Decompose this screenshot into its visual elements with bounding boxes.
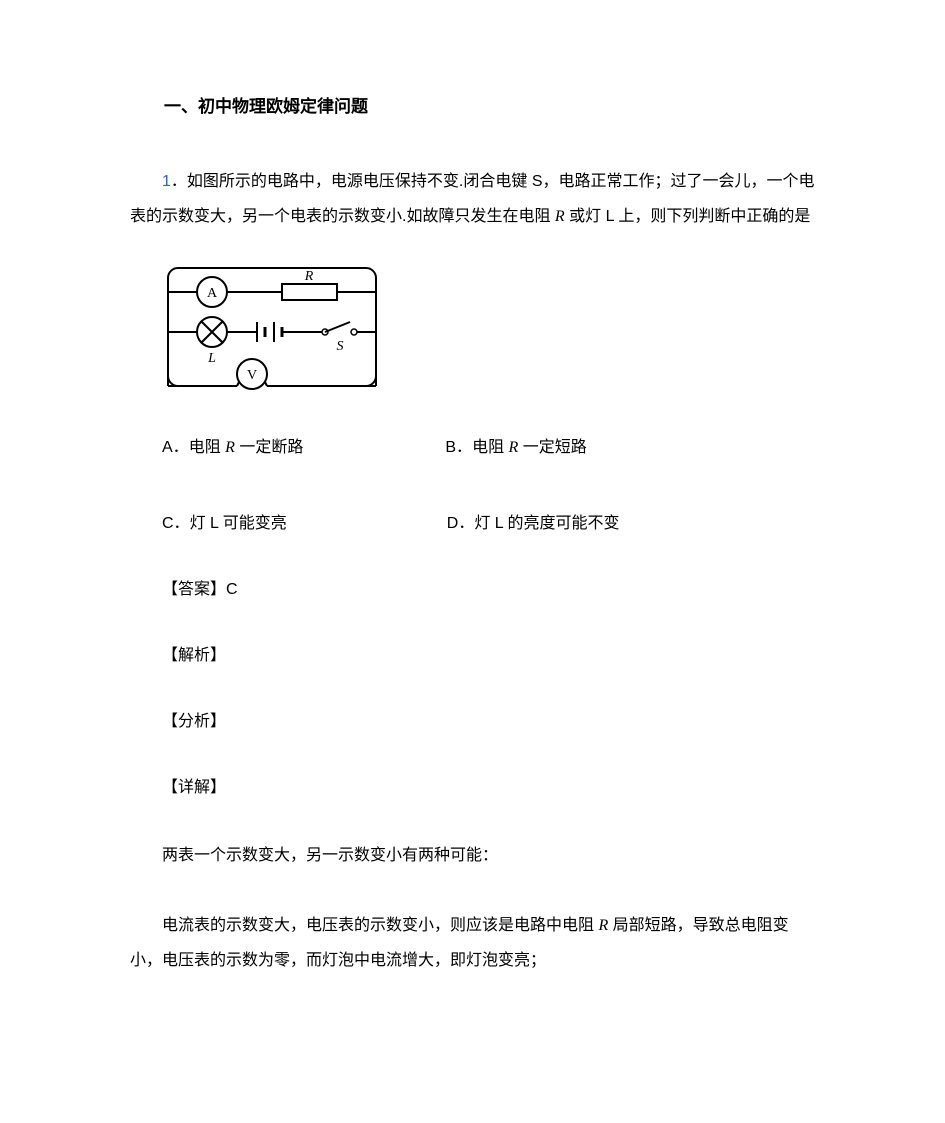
- option-A-italic: R: [225, 439, 235, 456]
- question-dot: ．: [171, 173, 187, 190]
- explain-p2-pre: 电流表的示数变大，电压表的示数变小，则应该是电路中电阻: [162, 917, 598, 934]
- explain-p1: 两表一个示数变大，另一示数变小有两种可能：: [130, 838, 815, 873]
- option-A-pre: 电阻: [189, 439, 225, 456]
- option-D-text: 灯 L 的亮度可能不变: [474, 515, 619, 532]
- explain-p2-italic: R: [598, 917, 608, 934]
- answer-value: C: [226, 581, 238, 598]
- switch-label: S: [337, 339, 344, 354]
- circuit-svg: A R L S V: [162, 262, 382, 392]
- option-A-post: 一定断路: [235, 439, 303, 456]
- option-A: A．电阻 R 一定断路: [130, 432, 303, 464]
- question-number: 1: [162, 173, 171, 190]
- resistor: [282, 284, 337, 300]
- lamp-label: L: [207, 351, 216, 366]
- circuit-diagram: A R L S V: [162, 262, 815, 404]
- options-row-1: A．电阻 R 一定断路 B．电阻 R 一定短路: [130, 432, 815, 464]
- section-title: 一、初中物理欧姆定律问题: [130, 90, 815, 124]
- heading-xiangjie: 【详解】: [130, 772, 815, 804]
- options-row-2: C．灯 L 可能变亮 D．灯 L 的亮度可能不变: [130, 508, 815, 540]
- option-B: B．电阻 R 一定短路: [413, 432, 586, 464]
- option-B-prefix: B．: [445, 439, 472, 456]
- answer-section: 【答案】C 【解析】 【分析】 【详解】: [130, 574, 815, 804]
- question-text: 1．如图所示的电路中，电源电压保持不变.闭合电键 S，电路正常工作；过了一会儿，…: [130, 164, 815, 234]
- question-block: 1．如图所示的电路中，电源电压保持不变.闭合电键 S，电路正常工作；过了一会儿，…: [130, 164, 815, 234]
- option-D-prefix: D．: [447, 515, 475, 532]
- resistor-label: R: [304, 269, 314, 284]
- switch-node-right: [351, 329, 357, 335]
- question-part2: 或灯 L 上，则下列判断中正确的是: [565, 208, 811, 225]
- ammeter-label: A: [207, 286, 218, 301]
- answer-line: 【答案】C: [130, 574, 815, 606]
- heading-jiexi: 【解析】: [130, 640, 815, 672]
- option-B-pre: 电阻: [472, 439, 508, 456]
- option-C-text: 灯 L 可能变亮: [190, 515, 287, 532]
- option-C: C．灯 L 可能变亮: [130, 508, 287, 540]
- switch-arm: [325, 322, 350, 332]
- question-R: R: [555, 208, 565, 225]
- voltmeter-label: V: [247, 368, 257, 383]
- option-B-italic: R: [509, 439, 519, 456]
- option-C-prefix: C．: [162, 515, 190, 532]
- option-D: D．灯 L 的亮度可能不变: [415, 508, 620, 540]
- heading-fenxi: 【分析】: [130, 706, 815, 738]
- option-B-post: 一定短路: [518, 439, 586, 456]
- option-A-prefix: A．: [162, 439, 189, 456]
- explain-p2: 电流表的示数变大，电压表的示数变小，则应该是电路中电阻 R 局部短路，导致总电阻…: [130, 908, 815, 978]
- answer-label: 【答案】: [162, 581, 226, 598]
